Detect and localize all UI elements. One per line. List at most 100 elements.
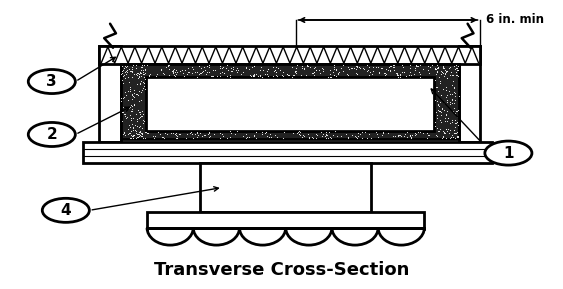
Point: [274, 66, 283, 71]
Point: [188, 131, 197, 136]
Point: [436, 81, 445, 86]
Point: [323, 75, 332, 79]
Point: [449, 90, 458, 94]
Point: [127, 116, 136, 121]
Point: [447, 73, 456, 77]
Point: [183, 70, 192, 74]
Point: [133, 92, 142, 97]
Point: [138, 72, 148, 76]
Point: [331, 66, 340, 71]
Point: [119, 68, 128, 73]
Point: [452, 73, 461, 77]
Point: [443, 119, 452, 123]
Point: [436, 110, 445, 114]
Point: [438, 65, 447, 69]
Point: [242, 135, 251, 140]
Point: [449, 135, 458, 139]
Point: [395, 133, 404, 138]
Point: [446, 135, 455, 139]
Bar: [100, 46, 120, 142]
Point: [292, 66, 301, 71]
Point: [213, 74, 222, 79]
Point: [117, 71, 126, 76]
Point: [133, 82, 142, 86]
Point: [453, 120, 462, 125]
Point: [372, 129, 381, 134]
Point: [126, 132, 135, 137]
Point: [383, 68, 392, 73]
Point: [452, 109, 461, 114]
Point: [441, 95, 450, 99]
Point: [298, 65, 307, 70]
Point: [450, 125, 459, 130]
Point: [122, 63, 131, 68]
Point: [133, 131, 142, 136]
Point: [131, 135, 140, 140]
Point: [319, 69, 328, 73]
Point: [322, 129, 331, 134]
Point: [132, 119, 141, 124]
Point: [441, 70, 450, 75]
Point: [397, 63, 406, 68]
Point: [169, 131, 178, 135]
Point: [249, 72, 258, 76]
Point: [396, 134, 405, 139]
Point: [128, 69, 137, 73]
Point: [412, 131, 421, 136]
Point: [329, 63, 338, 68]
Point: [396, 133, 405, 137]
Bar: [100, 46, 480, 64]
Point: [423, 133, 432, 137]
Point: [126, 124, 135, 129]
Bar: [83, 142, 491, 163]
Point: [434, 66, 443, 70]
Point: [372, 64, 381, 69]
Point: [180, 67, 189, 72]
Point: [311, 68, 320, 73]
Point: [414, 69, 423, 74]
Point: [436, 93, 445, 98]
Point: [316, 130, 325, 135]
Point: [129, 133, 138, 138]
Point: [220, 71, 229, 76]
Point: [449, 128, 458, 132]
Point: [324, 130, 333, 135]
Point: [122, 70, 131, 75]
Point: [350, 134, 359, 138]
Point: [128, 93, 137, 98]
Point: [378, 133, 387, 137]
Point: [279, 136, 288, 140]
Point: [171, 71, 180, 76]
Point: [347, 66, 356, 70]
Point: [434, 129, 443, 134]
Point: [330, 66, 339, 71]
Point: [118, 110, 127, 114]
Point: [400, 134, 409, 139]
Point: [140, 71, 149, 76]
Point: [394, 133, 403, 138]
Point: [220, 71, 229, 76]
Point: [121, 68, 130, 73]
Point: [137, 64, 146, 69]
Point: [441, 88, 450, 92]
Point: [144, 131, 153, 135]
Point: [118, 105, 127, 109]
Point: [187, 71, 196, 75]
Point: [150, 136, 159, 140]
Point: [440, 71, 449, 75]
Point: [313, 132, 322, 137]
Point: [359, 65, 368, 70]
Point: [299, 133, 308, 138]
Point: [133, 76, 142, 80]
Point: [329, 132, 338, 137]
Point: [434, 108, 443, 113]
Point: [376, 65, 385, 70]
Point: [295, 132, 304, 137]
Point: [168, 68, 177, 73]
Point: [159, 71, 168, 75]
Point: [352, 64, 361, 69]
Point: [171, 68, 180, 73]
Point: [433, 126, 442, 131]
Point: [385, 68, 394, 73]
Point: [226, 130, 235, 135]
